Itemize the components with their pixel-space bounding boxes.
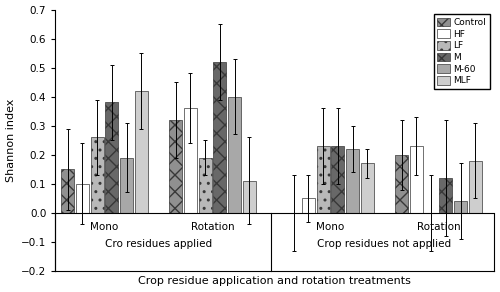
Bar <box>410 146 423 213</box>
Bar <box>61 169 74 213</box>
Bar <box>214 62 226 213</box>
Text: Crop residues not applied: Crop residues not applied <box>318 239 452 249</box>
Bar <box>198 158 211 213</box>
Bar <box>106 102 118 213</box>
Bar <box>302 198 315 213</box>
Bar <box>169 120 182 213</box>
Text: Cro residues applied: Cro residues applied <box>105 239 212 249</box>
Bar <box>440 178 452 213</box>
Text: Mono: Mono <box>316 222 344 232</box>
Bar <box>361 164 374 213</box>
Bar <box>469 161 482 213</box>
Bar <box>346 149 359 213</box>
Bar <box>454 201 467 213</box>
Bar <box>120 158 133 213</box>
Y-axis label: Shannon index: Shannon index <box>6 98 16 182</box>
Text: Rotation: Rotation <box>190 222 234 232</box>
Text: Rotation: Rotation <box>416 222 461 232</box>
X-axis label: Crop residue application and rotation treatments: Crop residue application and rotation tr… <box>138 277 411 286</box>
Text: Mono: Mono <box>90 222 118 232</box>
Bar <box>243 181 256 213</box>
Bar <box>76 184 89 213</box>
Bar <box>332 146 344 213</box>
Bar <box>316 146 330 213</box>
Bar <box>90 137 104 213</box>
Legend: Control, HF, LF, M, M-60, MLF: Control, HF, LF, M, M-60, MLF <box>434 14 490 89</box>
Bar <box>184 108 197 213</box>
Bar <box>395 155 408 213</box>
Bar <box>135 91 148 213</box>
Bar <box>228 97 241 213</box>
